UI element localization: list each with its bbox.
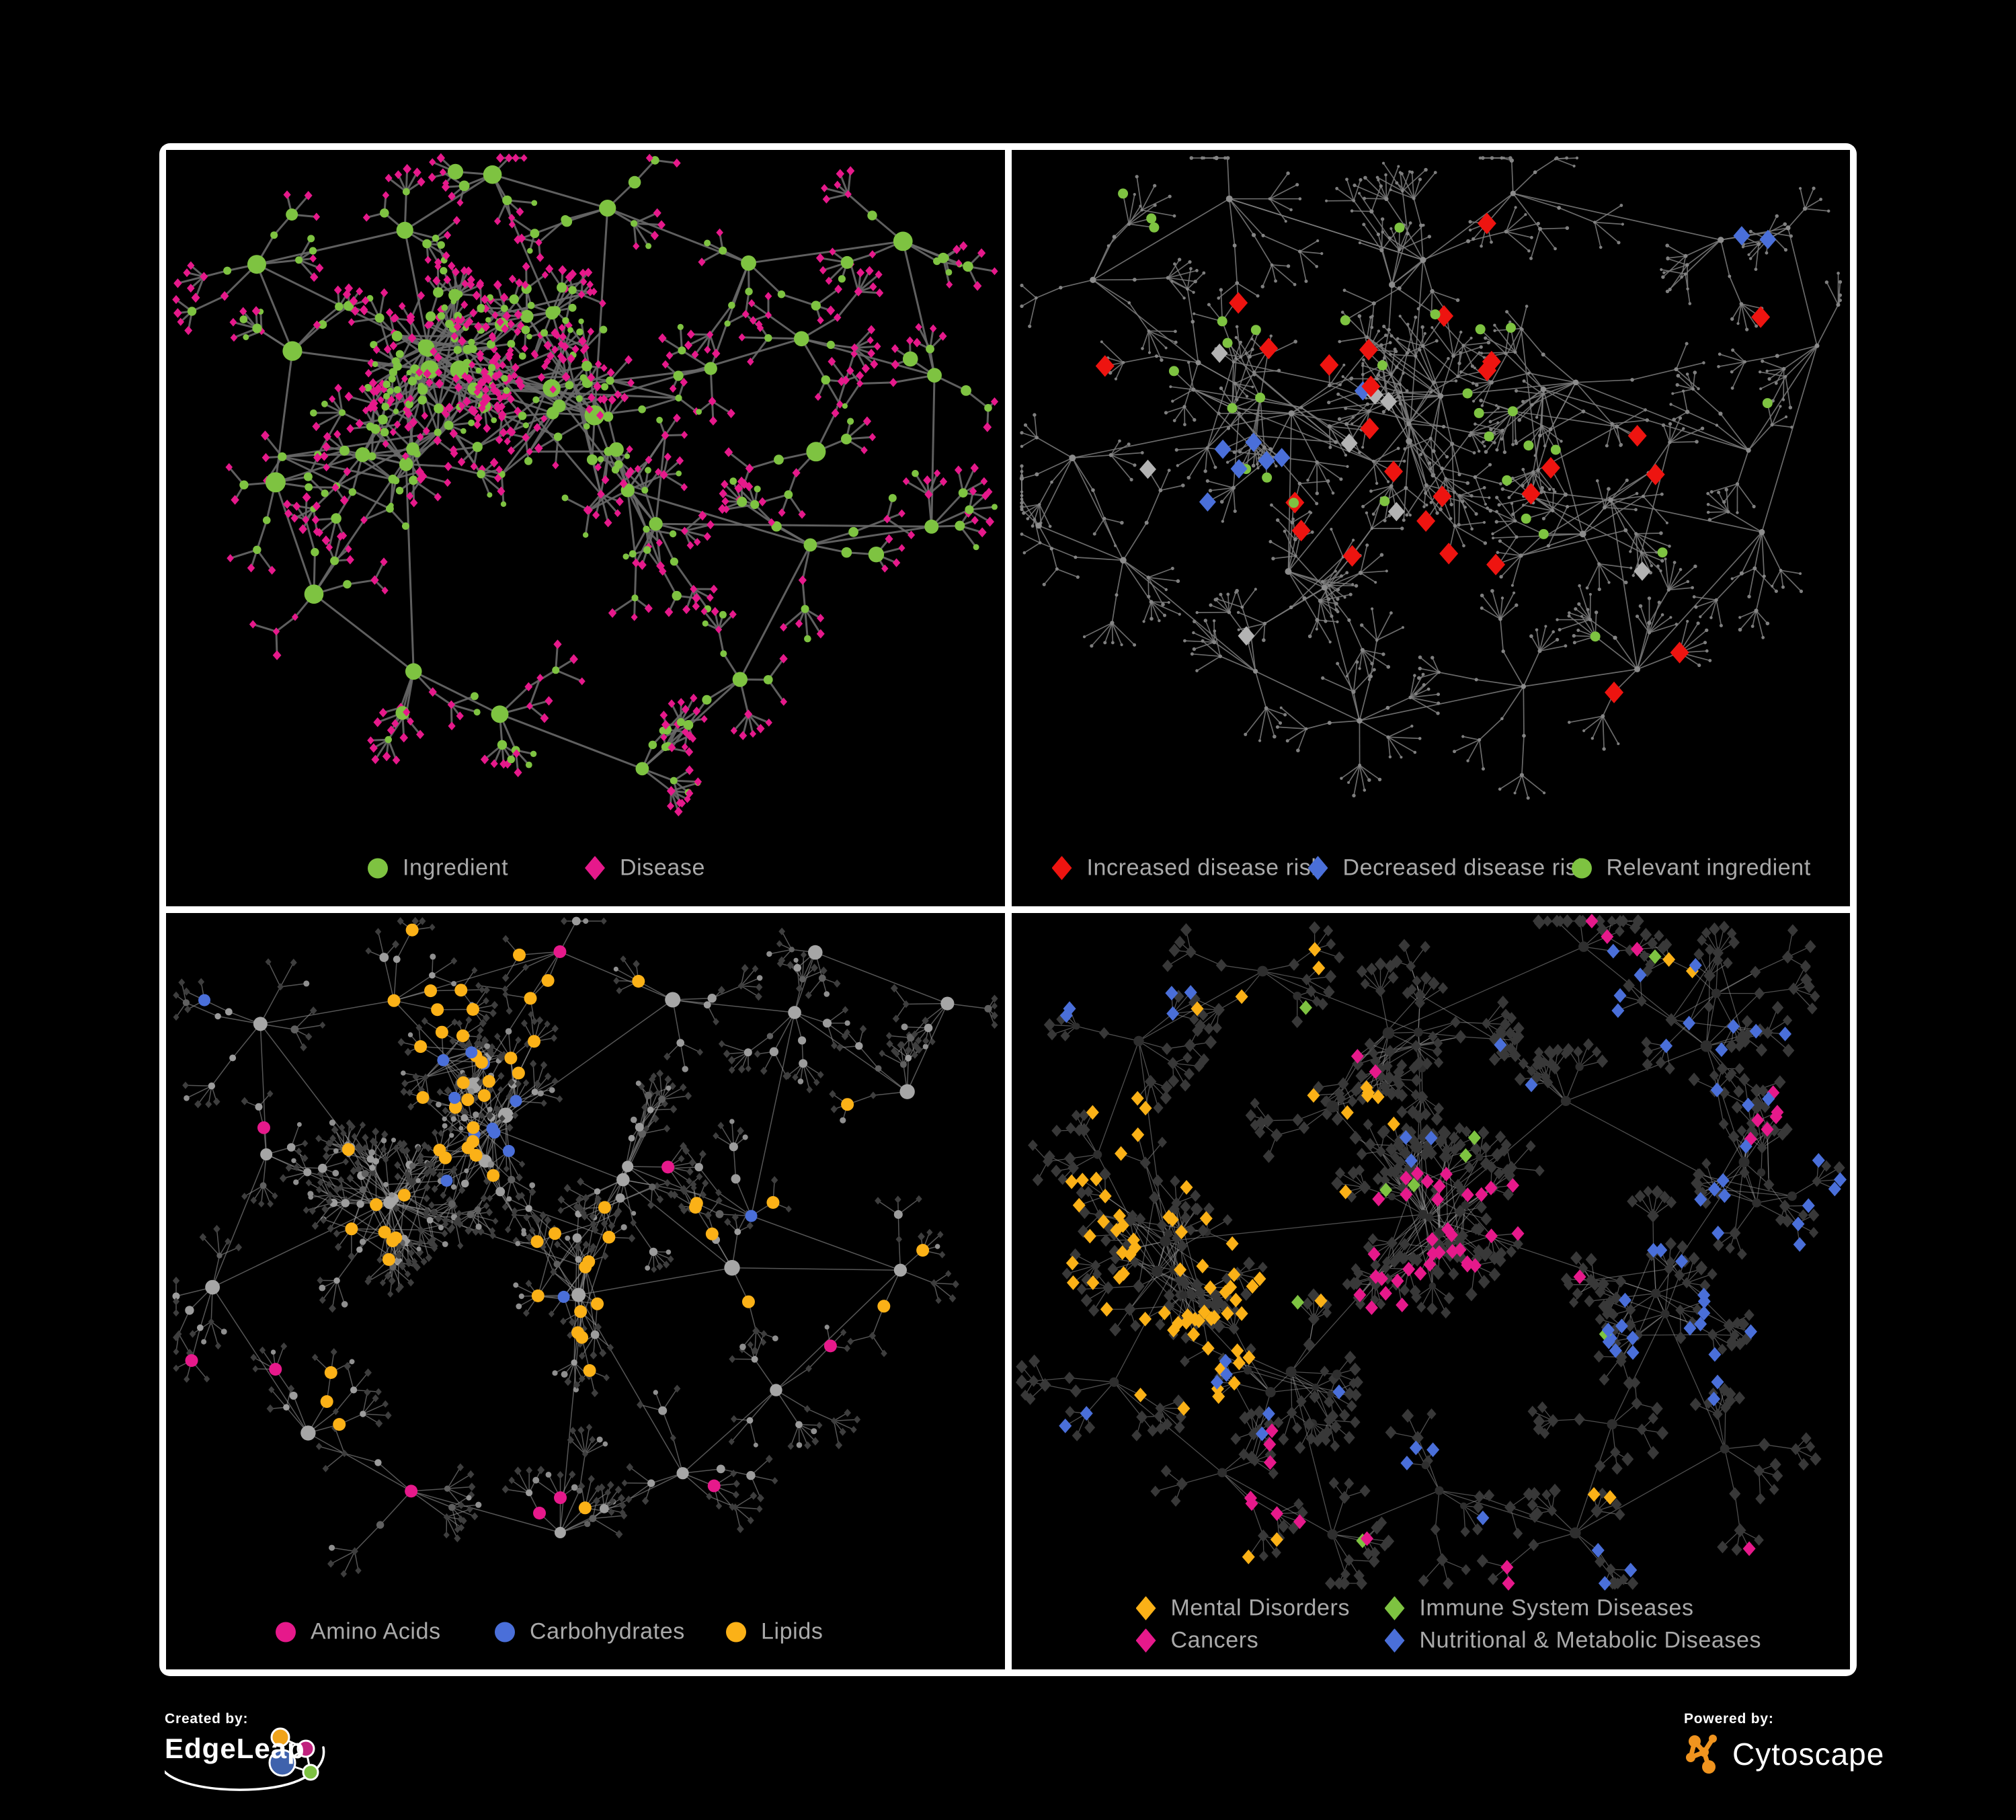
cytoscape-logo-icon (1686, 1735, 1717, 1774)
cytoscape-wordmark: Cytoscape (1732, 1737, 1885, 1772)
powered-by-label: Powered by: (1684, 1711, 1774, 1727)
panel-nutrient-classes: Amino Acids Carbohydrates Lipids (166, 913, 1005, 1669)
network-disease-classes (1015, 914, 1847, 1591)
panel-disease-risk: Increased disease risk Decreased disease … (1011, 150, 1850, 906)
edgeleap-wordmark: EdgeLeap (165, 1733, 305, 1764)
edgeleap-swoosh (165, 1746, 325, 1791)
panel-disease-classes: Mental Disorders Immune System Diseases Ca… (1011, 913, 1850, 1669)
panel-grid: Ingredient Disease Increased disease risk… (159, 143, 1857, 1676)
network-nutrient-classes (172, 916, 998, 1578)
network-ingredient-disease (172, 153, 999, 817)
edgeleap-network-glyph (268, 1727, 319, 1781)
created-by-label: Created by: (165, 1711, 249, 1727)
edgeleap-logo-icon (165, 1727, 325, 1791)
panel-ingredient-disease: Ingredient Disease (166, 150, 1005, 906)
powered-by-block: Powered by: Cytoscape (1684, 1711, 1966, 1802)
created-by-block: Created by: EdgeLeap (165, 1711, 393, 1802)
network-disease-risk (1019, 155, 1842, 800)
